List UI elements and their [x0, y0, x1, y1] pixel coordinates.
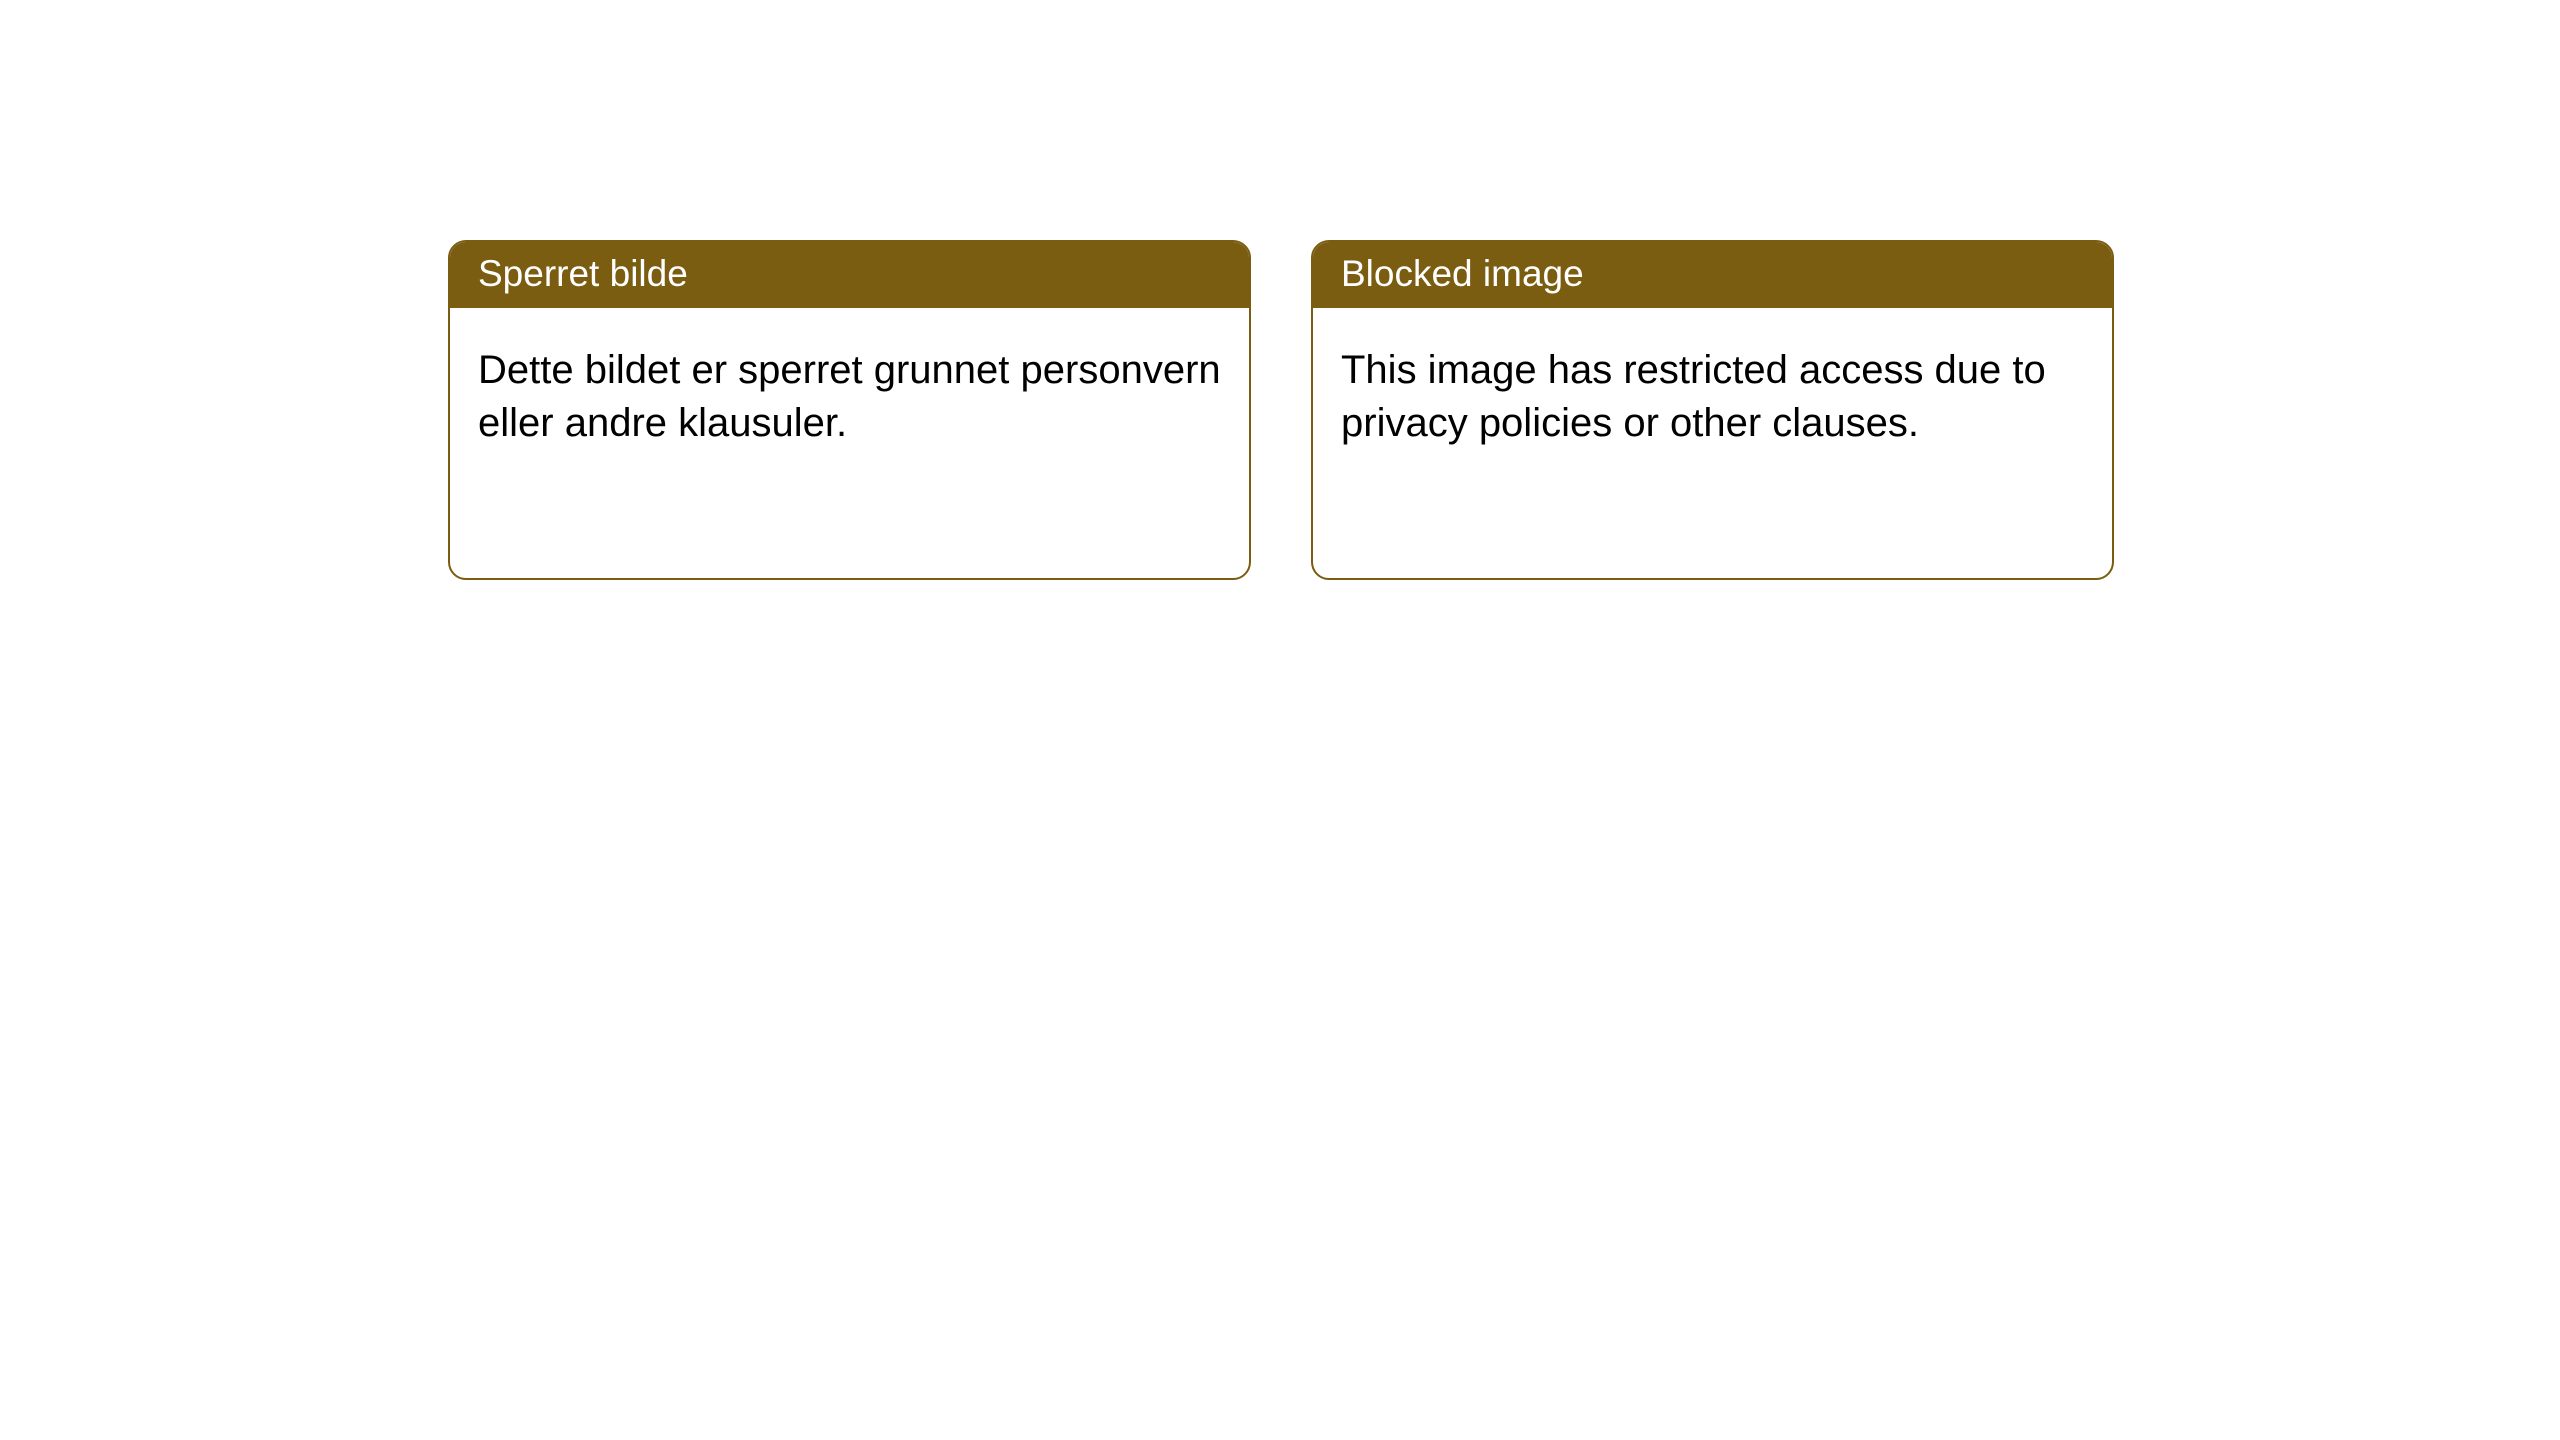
notice-title: Sperret bilde: [478, 253, 688, 294]
notice-text: Dette bildet er sperret grunnet personve…: [478, 344, 1221, 450]
notice-container: Sperret bilde Dette bildet er sperret gr…: [448, 240, 2114, 580]
notice-text: This image has restricted access due to …: [1341, 344, 2084, 450]
notice-card-english: Blocked image This image has restricted …: [1311, 240, 2114, 580]
notice-body: Dette bildet er sperret grunnet personve…: [450, 308, 1249, 578]
notice-title: Blocked image: [1341, 253, 1584, 294]
notice-card-norwegian: Sperret bilde Dette bildet er sperret gr…: [448, 240, 1251, 580]
notice-body: This image has restricted access due to …: [1313, 308, 2112, 578]
notice-header: Sperret bilde: [450, 242, 1249, 308]
notice-header: Blocked image: [1313, 242, 2112, 308]
